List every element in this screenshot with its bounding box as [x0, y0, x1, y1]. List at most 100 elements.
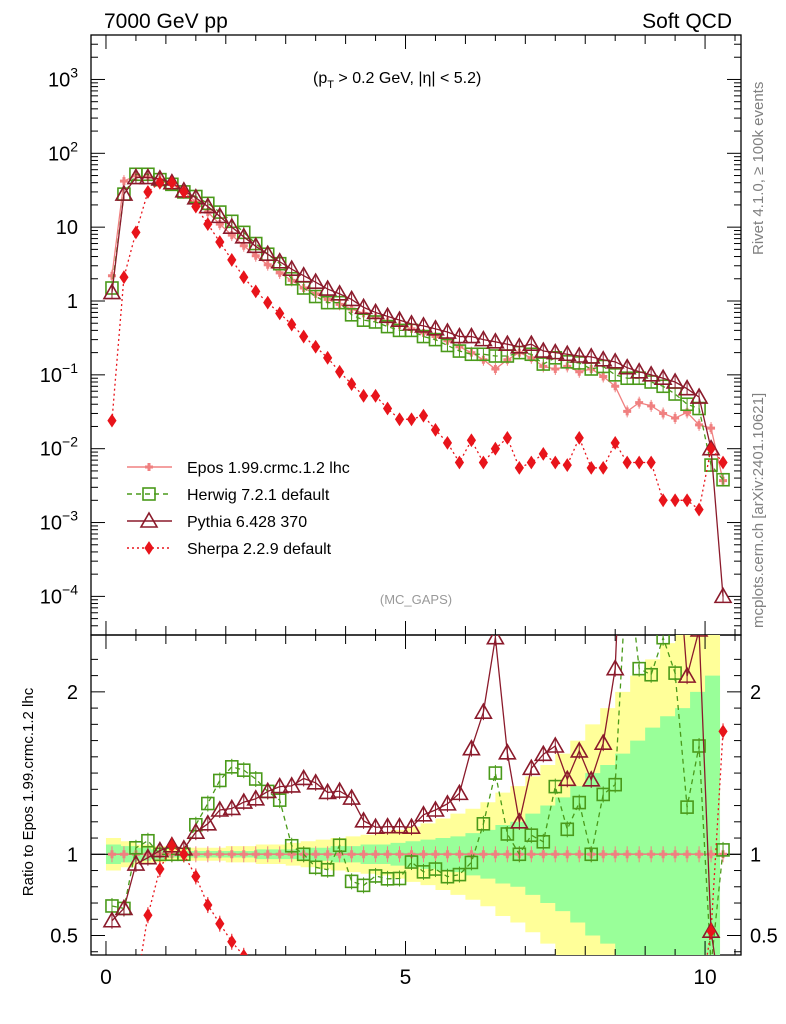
ratio-point-herwig [668, 666, 682, 680]
ratio-point-sherpa [120, 1003, 128, 1015]
point-pythia [474, 330, 493, 347]
ratio-point-sherpa [155, 862, 165, 876]
point-pythia [198, 196, 218, 214]
ratio-point-herwig [296, 847, 311, 862]
point-pythia [677, 379, 697, 396]
ratio-point-epos [683, 850, 692, 859]
point-sherpa [370, 388, 381, 403]
ratio-point-pythia [474, 702, 493, 719]
ratio-point-sherpa [587, 1003, 595, 1015]
legend-marker-sherpa [144, 541, 154, 555]
ratio-point-sherpa [479, 1004, 487, 1016]
ratio-point-epos [623, 850, 632, 859]
ratio-point-sherpa [396, 1002, 404, 1014]
point-pythia [605, 352, 625, 369]
ratio-point-herwig [644, 667, 658, 682]
point-pythia [378, 306, 397, 324]
ratio-point-sherpa [288, 970, 296, 982]
ratio-panel-series [102, 509, 730, 1017]
ratio-point-pythia [270, 776, 290, 794]
ratio-point-epos [431, 850, 440, 859]
ratio-point-epos [527, 850, 536, 859]
point-sherpa [646, 455, 656, 470]
ratio-point-epos [251, 850, 260, 859]
ratio-point-sherpa [695, 999, 703, 1011]
ratio-point-pythia [667, 509, 683, 523]
ratio-point-pythia [354, 811, 373, 828]
point-pythia [665, 372, 685, 389]
point-sherpa [478, 455, 488, 470]
point-sherpa [610, 435, 620, 450]
point-sherpa [526, 455, 536, 470]
ratio-point-epos [191, 850, 200, 859]
ratio-point-sherpa [191, 869, 201, 884]
header-left: 7000 GeV pp [104, 10, 228, 33]
point-pythia [557, 344, 577, 362]
point-sherpa [335, 364, 345, 379]
ratio-point-sherpa [575, 990, 583, 1002]
legend-marker-pythia [139, 511, 159, 528]
ratio-point-herwig [500, 827, 515, 841]
ratio-point-herwig [548, 779, 563, 794]
legend-label-herwig: Herwig 7.2.1 default [187, 487, 330, 504]
point-epos [551, 365, 560, 373]
ratio-point-epos [323, 850, 332, 859]
point-pythia [641, 365, 661, 382]
point-sherpa [287, 317, 297, 332]
ratio-point-epos [275, 850, 284, 859]
ratio-point-pythia [306, 773, 326, 790]
ratio-ylabel: Ratio to Epos 1.99.crmc.1.2 lhc [20, 687, 37, 896]
ratio-point-sherpa [336, 991, 344, 1003]
point-sherpa [490, 441, 500, 456]
y-tick-label: 10−2 [40, 434, 78, 461]
ratio-point-pythia [655, 521, 671, 535]
point-sherpa [430, 422, 441, 437]
point-sherpa [131, 225, 141, 240]
point-pythia [617, 358, 637, 375]
ratio-tick-label: 1 [67, 844, 78, 866]
point-pythia [294, 266, 314, 283]
ratio-point-pythia [497, 743, 517, 760]
point-pythia [102, 282, 122, 300]
point-pythia [270, 252, 290, 269]
point-pythia [402, 314, 421, 331]
legend-marker-herwig [142, 487, 156, 501]
point-pythia [509, 337, 529, 354]
point-epos [119, 177, 128, 186]
ratio-point-pythia [318, 782, 338, 800]
point-pythia [342, 289, 361, 307]
ratio-point-herwig [284, 838, 299, 853]
ratio-point-sherpa [132, 983, 140, 995]
point-sherpa [562, 458, 572, 472]
point-sherpa [311, 339, 321, 354]
point-sherpa [275, 306, 285, 321]
ratio-point-herwig [560, 822, 575, 837]
ratio-point-epos [503, 850, 512, 859]
ratio-point-herwig [716, 843, 730, 857]
ratio-point-sherpa [252, 957, 260, 969]
point-sherpa [179, 185, 189, 199]
ratio-point-epos [203, 850, 212, 859]
ratio-point-sherpa [527, 1005, 535, 1017]
ratio-point-sherpa [431, 1002, 439, 1014]
ratio-point-epos [659, 850, 668, 859]
point-sherpa [251, 284, 261, 299]
ratio-point-sherpa [276, 965, 284, 977]
ratio-point-sherpa [539, 1000, 547, 1012]
ratio-point-herwig [680, 800, 694, 814]
point-sherpa [155, 175, 165, 190]
point-sherpa [454, 455, 465, 470]
ratio-point-sherpa [324, 984, 332, 996]
ratio-point-epos [227, 850, 236, 859]
ratio-point-sherpa [167, 838, 177, 853]
point-epos [659, 409, 668, 418]
point-sherpa [502, 431, 512, 445]
ratio-point-herwig [428, 862, 443, 876]
ratio-point-pythia [643, 581, 659, 595]
ratio-point-pythia [186, 822, 206, 839]
ratio-point-sherpa [647, 983, 655, 995]
ratio-point-pythia [533, 744, 553, 762]
legend-label-epos: Epos 1.99.crmc.1.2 lhc [187, 460, 350, 477]
ratio-point-epos [107, 850, 116, 859]
ratio-tick-label: 0.5 [50, 926, 78, 948]
